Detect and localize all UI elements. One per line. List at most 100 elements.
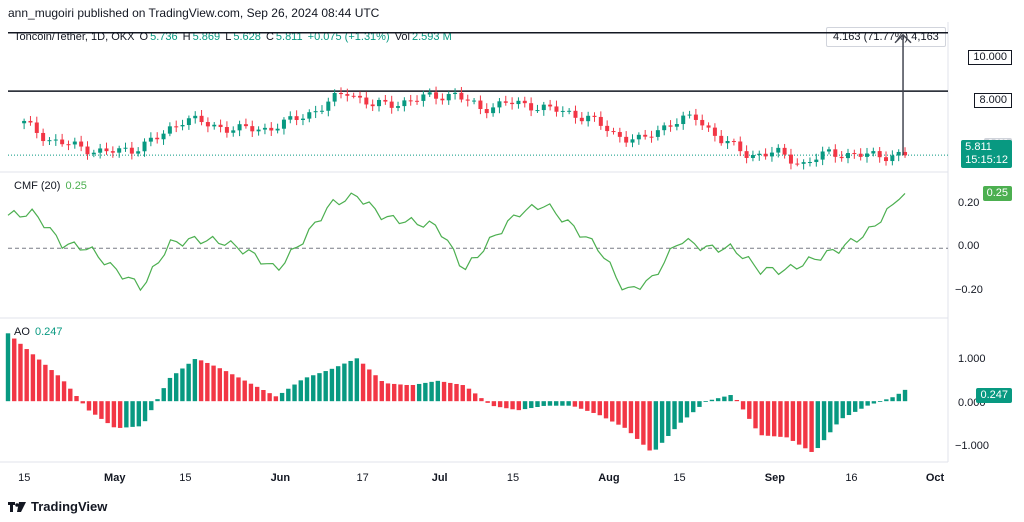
ao-bar <box>778 401 783 437</box>
ao-bar <box>55 375 61 402</box>
ao-bar <box>659 401 665 443</box>
ao-bar <box>603 401 609 419</box>
cmf-legend-name[interactable]: CMF (20) <box>14 180 61 192</box>
candle-body <box>117 148 122 153</box>
ao-bar <box>43 364 48 402</box>
ao-bar <box>279 392 285 402</box>
candle-body <box>903 151 908 156</box>
volume-label: Vol <box>394 31 410 43</box>
ao-bar <box>616 401 621 425</box>
measure-tooltip: 4.163 (71.77%) 4,163 <box>826 27 946 47</box>
candle-body <box>224 127 229 133</box>
ao-bar <box>877 401 883 402</box>
candle-body <box>136 151 141 154</box>
ao-legend-name[interactable]: AO <box>14 326 30 338</box>
candle-body <box>199 115 204 123</box>
candle-body <box>91 152 96 155</box>
ao-bar <box>884 399 889 402</box>
symbol-label[interactable]: Toncoin/Tether, 1D, OKX <box>14 31 135 43</box>
candle-body <box>72 141 77 145</box>
tradingview-logo: TradingView <box>8 499 107 514</box>
ao-bar <box>466 388 472 402</box>
ao-bar <box>672 401 677 430</box>
ao-bar <box>441 381 447 402</box>
ao-bar <box>360 363 366 402</box>
candle-body <box>712 127 717 136</box>
ao-bar <box>230 374 235 402</box>
ao-bar <box>740 401 746 410</box>
ao-bar <box>896 393 901 402</box>
ao-bar <box>329 368 335 402</box>
ao-bar <box>192 359 198 402</box>
time-axis-label: 15 <box>179 472 192 484</box>
candle-body <box>484 109 489 114</box>
candle-body <box>408 100 413 102</box>
ao-bar <box>591 401 596 413</box>
ao-current-label: 0.247 <box>976 388 1012 403</box>
ao-bar <box>859 401 864 409</box>
ao-bar <box>790 401 796 441</box>
time-axis-label: Aug <box>598 472 620 484</box>
ao-bar <box>703 401 708 402</box>
candle-body <box>541 104 546 111</box>
candle-body <box>300 118 305 121</box>
candle-body <box>269 127 274 131</box>
ao-bar <box>167 377 173 402</box>
ao-bar <box>634 401 640 439</box>
ao-bar <box>641 401 646 445</box>
candle-body <box>338 93 343 95</box>
ao-legend-value: 0.247 <box>34 326 63 338</box>
ao-bar <box>622 401 627 428</box>
candle-body <box>788 154 793 164</box>
ao-bar <box>815 401 821 449</box>
level-label-10: 10.000 <box>968 50 1012 65</box>
candle-body <box>624 136 629 143</box>
ao-bar <box>136 401 142 427</box>
candle-body <box>795 163 800 165</box>
candle-body <box>174 126 179 128</box>
ao-bar <box>715 398 721 402</box>
ao-bar <box>99 401 104 419</box>
candle-body <box>155 137 160 140</box>
candle-body <box>852 153 857 155</box>
ao-bar <box>410 384 416 402</box>
ao-bar <box>373 375 378 402</box>
ao-bar <box>429 381 434 402</box>
candle-body <box>750 154 755 158</box>
candle-body <box>567 110 572 112</box>
ao-bar <box>522 401 528 410</box>
candle-body <box>497 101 502 108</box>
candle-body <box>427 92 432 95</box>
cmf-tick-minus-0.20: −0.20 <box>955 284 983 296</box>
candle-body <box>326 101 331 111</box>
candle-body <box>757 153 762 155</box>
candle-body <box>611 131 616 133</box>
candle-body <box>256 129 261 132</box>
ao-bar <box>666 401 671 436</box>
high-label: H <box>182 31 191 43</box>
low-label: L <box>225 31 232 43</box>
current-price-label: 5.811 15:15:12 <box>961 140 1012 168</box>
candle-body <box>53 139 58 141</box>
candle-body <box>231 130 236 133</box>
candle-body <box>674 124 679 127</box>
candle-body <box>503 101 508 103</box>
candle-body <box>668 125 673 127</box>
ao-bar <box>286 388 291 402</box>
close-label: C <box>265 31 274 43</box>
time-axis-label: 17 <box>356 472 369 484</box>
candle-body <box>516 100 521 105</box>
high-value: 5.869 <box>192 31 221 43</box>
ao-bar <box>292 384 297 402</box>
ao-bar <box>12 338 17 402</box>
candle-body <box>769 152 774 157</box>
ao-bar <box>828 401 833 433</box>
ao-bar <box>772 401 777 437</box>
tradingview-logo-text: TradingView <box>31 499 108 514</box>
ao-bar <box>211 365 216 402</box>
candle-body <box>345 94 350 96</box>
ao-bar <box>497 401 503 408</box>
candle-body <box>161 133 166 140</box>
ao-bar <box>684 401 690 418</box>
